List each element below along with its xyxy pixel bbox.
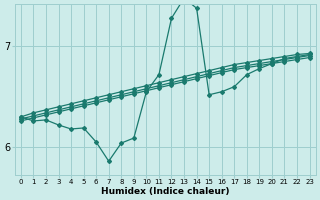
X-axis label: Humidex (Indice chaleur): Humidex (Indice chaleur) bbox=[101, 187, 229, 196]
